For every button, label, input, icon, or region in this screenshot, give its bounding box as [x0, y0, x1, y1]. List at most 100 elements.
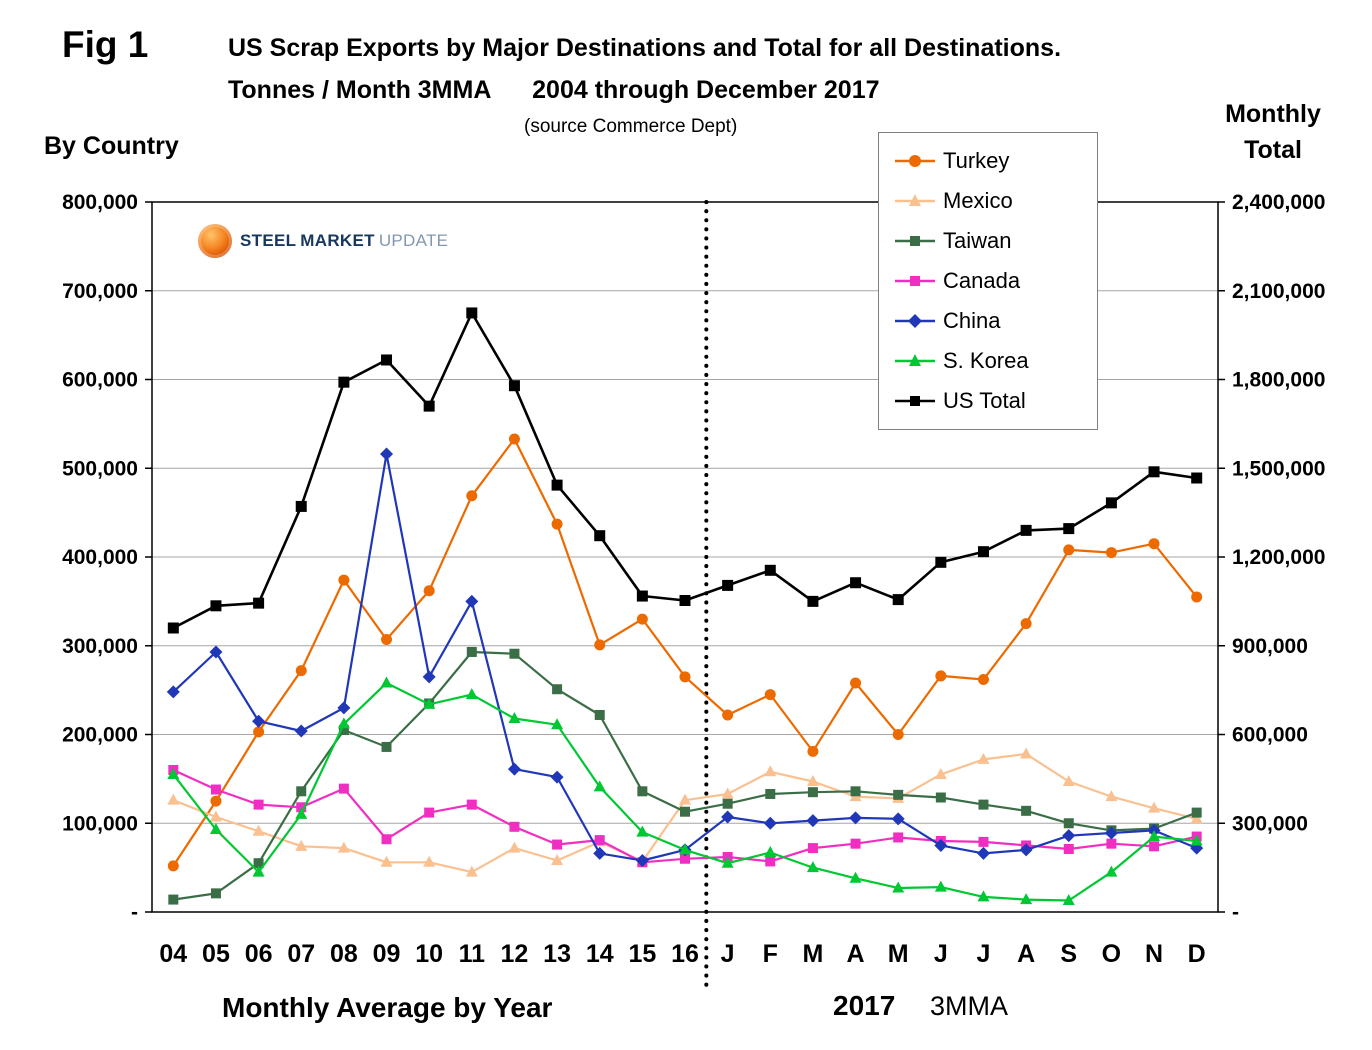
- x-axis-label: D: [1188, 940, 1206, 968]
- chart-title-line2: Tonnes / Month 3MMA 2004 through Decembe…: [228, 76, 880, 104]
- data-point-marker: [252, 714, 266, 728]
- data-point-marker: [594, 530, 606, 542]
- data-point-marker: [252, 865, 265, 877]
- data-point-marker: [338, 783, 349, 794]
- data-point-marker: [296, 786, 307, 797]
- legend-marker-square-icon: [895, 396, 935, 406]
- data-point-marker: [935, 792, 946, 803]
- data-point-marker: [850, 677, 862, 689]
- data-point-marker: [1063, 544, 1075, 556]
- data-point-marker: [210, 784, 221, 795]
- data-point-marker: [721, 787, 734, 799]
- data-point-marker: [380, 447, 394, 461]
- data-point-marker: [466, 490, 478, 502]
- data-point-marker: [593, 780, 606, 792]
- data-point-marker: [722, 709, 734, 721]
- legend-label: S. Korea: [943, 348, 1029, 373]
- data-point-marker: [1104, 826, 1118, 840]
- data-point-marker: [764, 765, 777, 777]
- data-point-marker: [806, 861, 819, 873]
- x-axis-label: J: [721, 940, 735, 968]
- x-axis-label: 05: [202, 940, 230, 968]
- data-point-marker: [295, 665, 307, 677]
- data-point-marker: [1062, 775, 1075, 787]
- right-axis-tick-label: 900,000: [1232, 635, 1308, 658]
- data-point-marker: [976, 846, 990, 860]
- data-point-marker: [338, 574, 350, 586]
- data-point-marker: [1021, 805, 1032, 816]
- data-point-marker: [509, 821, 520, 832]
- data-point-marker: [1106, 838, 1117, 849]
- legend-marker-circle-icon: [895, 155, 935, 167]
- x-axis-label: 10: [415, 940, 443, 968]
- data-point-marker: [680, 806, 690, 817]
- data-point-marker: [337, 841, 350, 853]
- data-point-marker: [721, 810, 735, 824]
- legend-label: US Total: [943, 388, 1026, 413]
- data-point-marker: [1190, 812, 1203, 824]
- x-axis-label: F: [763, 940, 778, 968]
- data-point-marker: [935, 670, 947, 682]
- data-point-marker: [637, 786, 648, 797]
- data-point-marker: [1191, 807, 1202, 818]
- x-axis-label: N: [1145, 940, 1163, 968]
- data-point-marker: [551, 518, 563, 530]
- data-point-marker: [1020, 524, 1032, 536]
- right-axis-tick-label: -: [1232, 901, 1239, 924]
- data-point-marker: [891, 812, 905, 826]
- data-point-marker: [721, 856, 734, 868]
- data-point-marker: [465, 865, 478, 877]
- left-axis-tick-label: 100,000: [62, 812, 138, 835]
- right-axis-title-line1: Monthly: [1225, 100, 1321, 128]
- data-point-marker: [166, 685, 180, 699]
- data-point-marker: [764, 846, 777, 858]
- data-point-marker: [167, 793, 180, 805]
- x-axis-label: 12: [501, 940, 529, 968]
- data-point-marker: [295, 500, 307, 512]
- left-axis-tick-label: 600,000: [62, 369, 138, 392]
- data-point-marker: [466, 799, 477, 810]
- x-axis-label: J: [934, 940, 948, 968]
- legend-item-china: China: [879, 301, 1097, 341]
- left-axis-tick-label: 800,000: [62, 191, 138, 214]
- data-point-marker: [679, 843, 691, 855]
- left-axis-tick-label: 200,000: [62, 724, 138, 747]
- data-point-marker: [423, 697, 436, 709]
- data-point-marker: [508, 841, 521, 853]
- left-axis-tick-label: 500,000: [62, 457, 138, 480]
- data-point-marker: [1191, 472, 1203, 484]
- data-point-marker: [594, 835, 605, 846]
- left-axis-tick-label: -: [131, 901, 138, 924]
- logo-word-steel: STEEL: [240, 231, 297, 250]
- data-point-marker: [636, 825, 649, 837]
- data-point-marker: [594, 709, 605, 720]
- data-point-marker: [636, 613, 648, 625]
- data-point-marker: [893, 832, 904, 843]
- data-point-marker: [679, 594, 691, 606]
- data-point-marker: [807, 787, 818, 798]
- data-point-marker: [892, 729, 904, 740]
- left-axis-tick-label: 700,000: [62, 280, 138, 303]
- data-point-marker: [253, 858, 264, 869]
- data-point-marker: [892, 881, 905, 893]
- data-point-marker: [338, 376, 350, 388]
- data-point-marker: [423, 400, 435, 412]
- x-axis-caption-year: 2017: [833, 990, 896, 1021]
- data-point-marker: [807, 843, 818, 854]
- data-point-marker: [167, 860, 179, 872]
- logo: STEEL MARKET UPDATE: [198, 224, 448, 258]
- x-axis-label: J: [977, 940, 991, 968]
- data-point-marker: [253, 726, 265, 738]
- data-point-marker: [550, 770, 564, 784]
- data-point-marker: [508, 712, 521, 724]
- data-point-marker: [765, 856, 776, 867]
- data-point-marker: [806, 814, 820, 828]
- data-point-marker: [209, 645, 223, 659]
- data-point-marker: [422, 670, 436, 684]
- x-axis-label: 13: [543, 940, 571, 968]
- data-point-marker: [252, 824, 265, 836]
- x-axis-label: 11: [459, 940, 486, 968]
- legend-item-taiwan: Taiwan: [879, 221, 1097, 261]
